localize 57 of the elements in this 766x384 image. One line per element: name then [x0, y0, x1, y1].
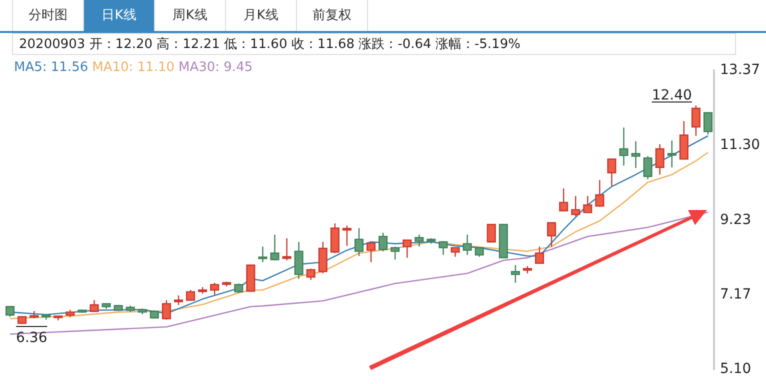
candlestick: [450, 247, 460, 258]
candlestick: [174, 294, 184, 306]
y-tick-label: 13.37: [720, 62, 760, 78]
text: MA10: 11.10: [92, 60, 174, 75]
y-tick-label: 7.17: [720, 286, 752, 302]
candlestick: [366, 242, 376, 263]
candlestick: [210, 282, 220, 296]
annotation: 6.36: [16, 330, 48, 346]
candlestick: [330, 222, 340, 254]
y-tick-label: 9.23: [720, 212, 752, 228]
candlestick: [703, 112, 712, 136]
candlestick: [607, 158, 616, 186]
candlestick: [691, 104, 700, 136]
y-tick-label: 5.10: [720, 361, 752, 378]
candlestick: [474, 247, 484, 258]
y-tick-label: 11.30: [720, 136, 760, 153]
candlestick: [679, 120, 688, 160]
candlestick: [354, 228, 364, 257]
candlestick: [306, 268, 316, 280]
candlestick: [258, 246, 268, 263]
candlestick: [294, 241, 304, 280]
candlestick: [486, 224, 496, 242]
candlestick: [583, 195, 592, 214]
text: MA5: 11.56: [14, 60, 88, 75]
candlestick: [595, 179, 604, 208]
text: 周K线: [154, 0, 226, 32]
candlestick: [631, 140, 640, 169]
candlestick: [162, 300, 171, 320]
candlestick: [643, 156, 652, 180]
candlestick: [270, 234, 280, 261]
text: 分时图: [12, 0, 84, 32]
candlestick: [186, 289, 196, 302]
candlestick: [559, 188, 568, 212]
candlestick: [234, 282, 244, 294]
candlestick: [342, 225, 352, 246]
candlestick: [318, 241, 328, 274]
candlestick: [510, 264, 520, 284]
candlestick: [619, 126, 628, 166]
text: 日K线: [83, 0, 155, 32]
candlestick: [655, 144, 664, 176]
candlestick: [438, 240, 448, 256]
text: 20200903 开：12.20 高：12.21 低：11.60 收：11.68 涨跌：-0.64 涨幅：-5.19%: [12, 33, 736, 55]
text: 前复权: [296, 0, 368, 32]
candlestick: [282, 238, 292, 261]
annotation: 12.40: [652, 87, 692, 104]
candlestick: [667, 140, 676, 168]
text: 月K线: [225, 0, 297, 32]
candlestick: [414, 234, 424, 248]
candlestick: [571, 195, 580, 217]
candlestick: [378, 232, 388, 252]
candlestick: [535, 246, 544, 264]
text: MA30: 9.45: [178, 60, 253, 75]
candlestick: [390, 246, 400, 260]
candlestick: [402, 239, 412, 258]
candlestick: [90, 300, 99, 312]
candlestick: [462, 234, 472, 256]
candlestick: [547, 222, 556, 248]
